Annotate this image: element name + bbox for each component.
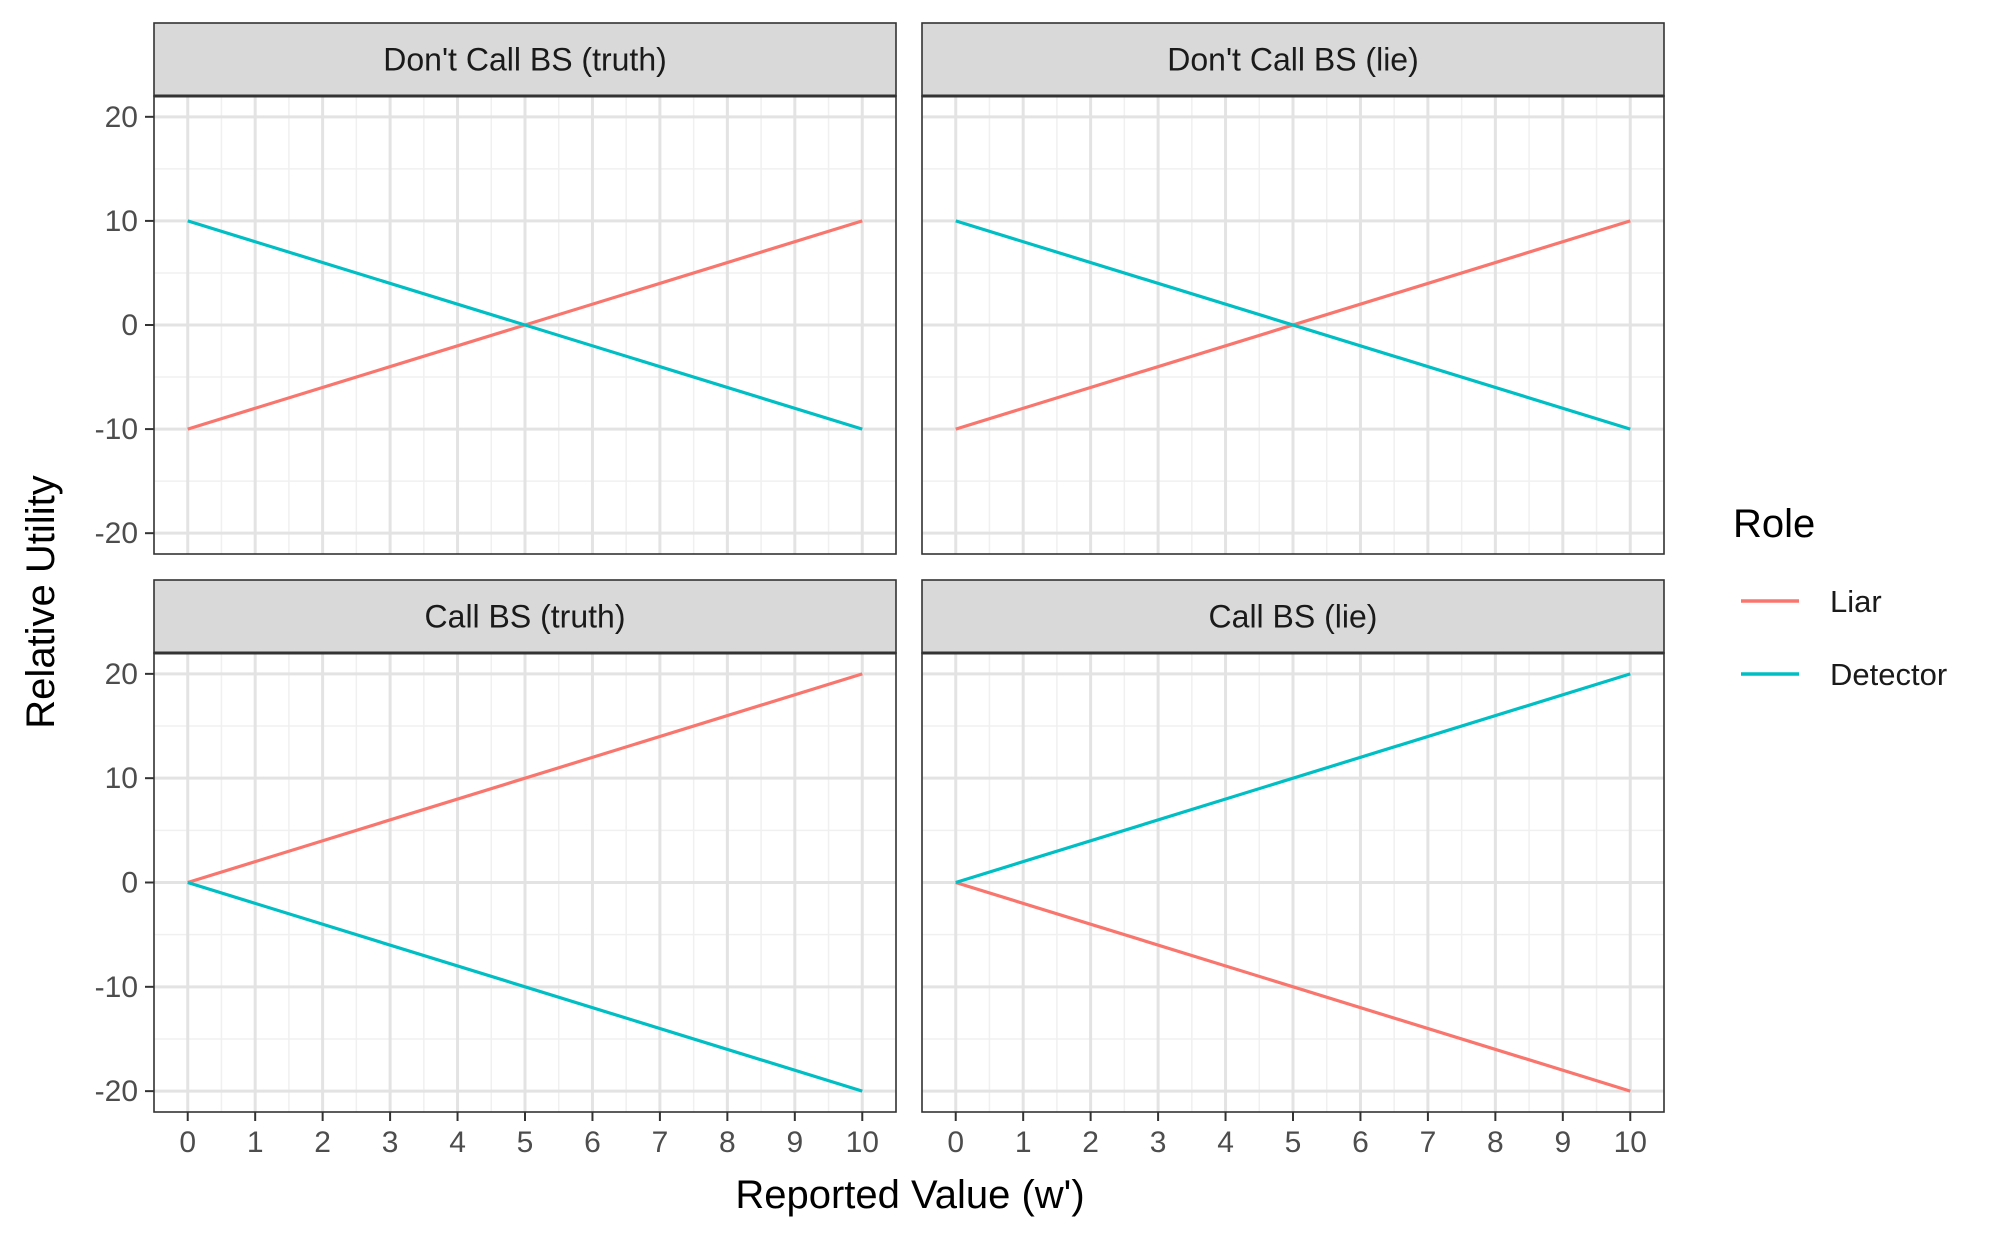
legend-entry: Detector (1741, 657, 1947, 692)
facet-strip (921, 579, 1665, 654)
y-tick-label: -20 (95, 517, 138, 550)
facet-title: Don't Call BS (lie) (1167, 42, 1419, 78)
x-tick-label: 2 (314, 1126, 331, 1159)
series-line-detector (955, 672, 1631, 885)
x-tick-label: 4 (1217, 1126, 1234, 1159)
x-tick-label: 9 (1554, 1126, 1571, 1159)
x-tick-label: 6 (1352, 1126, 1369, 1159)
x-tick-label: 0 (947, 1126, 964, 1159)
y-tick-label: -20 (95, 1075, 138, 1108)
x-tick-label: 8 (1487, 1126, 1504, 1159)
x-tick-label: 7 (1420, 1126, 1437, 1159)
facet-strip (921, 22, 1665, 97)
x-tick-label: 3 (1150, 1126, 1167, 1159)
x-tick-label: 5 (1285, 1126, 1302, 1159)
facet-title: Don't Call BS (truth) (383, 42, 667, 78)
facet-title: Call BS (lie) (1209, 599, 1378, 635)
legend-entry: Liar (1741, 584, 1882, 619)
x-tick-label: 10 (846, 1126, 879, 1159)
y-tick-label: 0 (121, 867, 138, 900)
series-line-liar (187, 672, 863, 885)
series-line-detector (187, 880, 863, 1093)
x-tick-label: 1 (1015, 1126, 1032, 1159)
facet-panel: Call BS (lie) (921, 579, 1665, 1113)
legend-label: Detector (1830, 657, 1947, 692)
axes: -20 -10 0 10 20 -20 -10 0 10 20 0 1 2 3 4 5 6 7 8 9 10 0 1 2 3 4 5… (95, 101, 1647, 1159)
x-tick-label: 8 (719, 1126, 736, 1159)
series-line-detector (187, 219, 863, 431)
x-tick-label: 1 (247, 1126, 264, 1159)
facet-strip (153, 22, 897, 97)
x-tick-label: 2 (1082, 1126, 1099, 1159)
facet-strip (153, 579, 897, 654)
y-tick-label: 20 (105, 101, 138, 134)
x-tick-label: 4 (449, 1126, 466, 1159)
y-tick-label: 20 (105, 658, 138, 691)
legend-label: Liar (1830, 584, 1882, 619)
y-tick-label: 0 (121, 309, 138, 342)
y-axis-title: Relative Utility (19, 475, 63, 728)
x-tick-label: 0 (179, 1126, 196, 1159)
legend-title: Role (1733, 502, 1815, 546)
y-tick-label: -10 (95, 971, 138, 1004)
x-tick-label: 5 (517, 1126, 534, 1159)
x-axis-title: Reported Value (w') (735, 1173, 1084, 1217)
y-tick-label: 10 (105, 762, 138, 795)
series-line-liar (955, 880, 1631, 1093)
series-line-detector (955, 219, 1631, 431)
x-tick-label: 10 (1614, 1126, 1647, 1159)
x-tick-label: 7 (652, 1126, 669, 1159)
x-tick-label: 9 (786, 1126, 803, 1159)
y-tick-label: -10 (95, 413, 138, 446)
legend: Role Liar Detector (1733, 502, 1947, 692)
facet-panel: Don't Call BS (lie) (921, 22, 1665, 555)
x-tick-label: 6 (584, 1126, 601, 1159)
panels: Don't Call BS (truth) Don't Call BS (lie)… (153, 22, 1665, 1113)
y-tick-label: 10 (105, 205, 138, 238)
facet-panel: Don't Call BS (truth) (153, 22, 897, 555)
facet-panel: Call BS (truth) (153, 579, 897, 1113)
x-tick-label: 3 (382, 1126, 399, 1159)
facet-title: Call BS (truth) (425, 599, 626, 635)
